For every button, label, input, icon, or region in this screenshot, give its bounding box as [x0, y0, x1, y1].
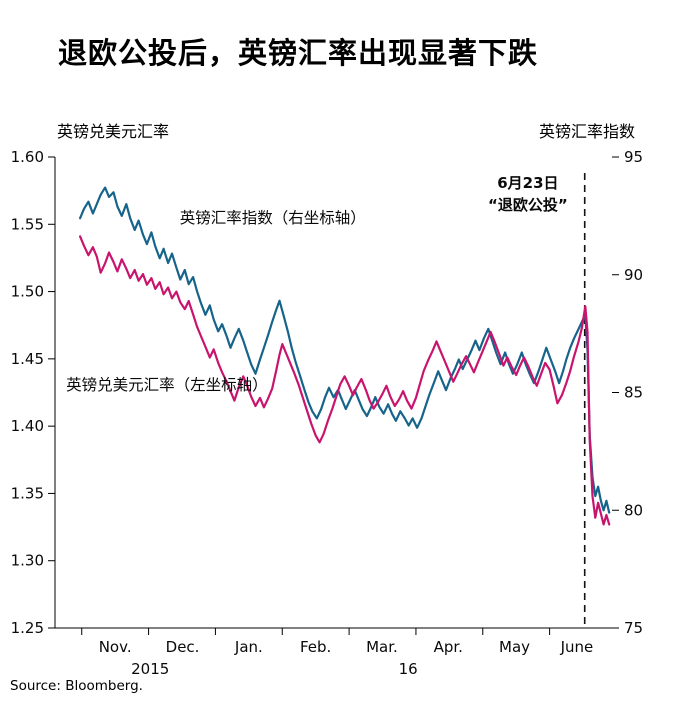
x-axis-month-label: May [499, 638, 530, 656]
x-axis-year-label: 2015 [131, 660, 169, 678]
event-annotation-name: “退欧公投” [488, 196, 568, 214]
series-line-gbp-index [78, 186, 611, 514]
x-axis-month-label: Jan. [234, 638, 263, 656]
left-axis-tick-label: 1.45 [11, 350, 44, 368]
chart-title: 退欧公投后，英镑汇率出现显著下跌 [58, 36, 539, 70]
chart-canvas: 1.60 1.55 1.50 1.45 1.40 1.35 1.30 1.25 95 90 85 80… [11, 148, 644, 678]
right-axis-title: 英镑汇率指数 [538, 122, 635, 141]
left-axis-tick-label: 1.55 [11, 215, 44, 233]
left-axis-tick-label: 1.25 [11, 619, 44, 637]
right-axis-tick-label: 75 [624, 619, 643, 637]
series-line-gbp-usd [78, 235, 611, 526]
x-axis-month-label: Dec. [166, 638, 200, 656]
source-note: Source: Bloomberg. [10, 678, 143, 694]
left-axis-tick-label: 1.30 [11, 552, 44, 570]
event-annotation-date: 6月23日 [497, 174, 558, 192]
left-axis-tick-label: 1.40 [11, 417, 44, 435]
x-axis-month-label: Mar. [366, 638, 398, 656]
right-axis-tick-label: 80 [624, 501, 643, 519]
right-axis-tick-label: 95 [624, 148, 643, 166]
x-axis-month-label: Feb. [300, 638, 331, 656]
right-axis-tick-label: 90 [624, 266, 643, 284]
x-axis-month-label: Nov. [99, 638, 132, 656]
x-axis-month-label: June [560, 638, 594, 656]
x-axis-month-label: Apr. [434, 638, 463, 656]
left-axis-tick-label: 1.60 [11, 148, 44, 166]
series-label-gbp-usd: 英镑兑美元汇率（左坐标轴） [66, 376, 268, 394]
series-label-gbp-index: 英镑汇率指数（右坐标轴） [180, 209, 366, 227]
left-axis-tick-label: 1.35 [11, 484, 44, 502]
right-axis-tick-label: 85 [624, 384, 643, 402]
left-axis-title: 英镑兑美元汇率 [57, 122, 170, 141]
left-axis-tick-label: 1.50 [11, 283, 44, 301]
x-axis-year-label: 16 [399, 660, 418, 678]
